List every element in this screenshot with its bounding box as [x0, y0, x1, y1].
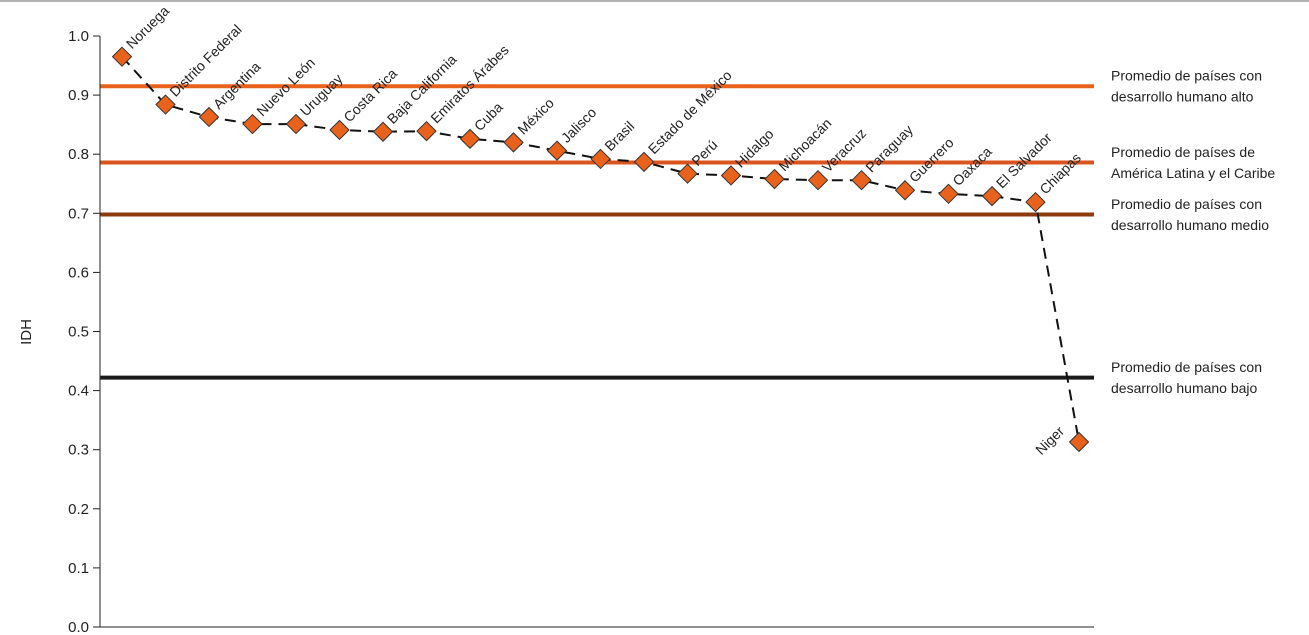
data-point	[503, 132, 524, 153]
reference-line-label: Promedio de países con	[1111, 196, 1262, 212]
reference-line-label: Promedio de países con	[1111, 68, 1262, 84]
data-point	[981, 185, 1003, 207]
reference-line-label: Promedio de países de	[1111, 144, 1255, 160]
data-point	[633, 151, 655, 173]
y-tick-label: 0.8	[68, 146, 89, 163]
data-point	[329, 119, 350, 141]
data-point	[807, 169, 829, 191]
data-point	[459, 128, 481, 150]
reference-line-label: Promedio de países con	[1111, 359, 1262, 375]
data-point	[764, 168, 785, 190]
data-label: Noruega	[123, 2, 172, 51]
y-tick-label: 0.0	[68, 619, 89, 635]
reference-line-label: desarrollo humano medio	[1111, 217, 1269, 233]
data-label: Niger	[1032, 423, 1067, 458]
y-tick-label: 0.5	[68, 324, 89, 341]
data-point	[1068, 431, 1090, 453]
data-label: Estado de México	[645, 67, 735, 157]
y-tick-label: 0.9	[68, 87, 89, 104]
reference-labels: Promedio de países con desarrollo humano …	[1111, 68, 1275, 396]
data-label: Oaxaca	[949, 143, 995, 189]
reference-line-label: desarrollo humano bajo	[1111, 380, 1258, 396]
y-tick-label: 0.1	[68, 560, 89, 577]
data-point	[285, 113, 307, 135]
data-label: Jalisco	[558, 104, 600, 146]
data-label: Paraguay	[862, 122, 916, 176]
axes: 0.0 0.1 0.2 0.3 0.4 0.5 0.6 0.7 0.8 0.9 1.0 IDH	[18, 28, 1094, 635]
data-label: Chiapas	[1036, 150, 1084, 198]
data-point	[546, 140, 568, 161]
y-tick-label: 0.2	[68, 501, 89, 518]
y-tick-label: 1.0	[68, 28, 89, 45]
reference-line-label: América Latina y el Caribe	[1111, 165, 1275, 181]
data-point	[851, 169, 872, 191]
data-point	[242, 113, 263, 135]
data-point	[111, 46, 133, 67]
data-point	[372, 121, 394, 142]
data-point	[894, 180, 916, 201]
data-label: Brasil	[601, 118, 637, 154]
data-point	[198, 106, 220, 128]
y-tick-label: 0.6	[68, 264, 89, 281]
data-point	[416, 120, 437, 142]
y-tick-label: 0.3	[68, 442, 89, 459]
data-label: Cuba	[471, 99, 506, 134]
data-label: México	[514, 95, 557, 138]
y-tick-label: 0.7	[68, 205, 89, 222]
data-point	[590, 148, 611, 170]
data-point	[155, 94, 176, 115]
data-point	[720, 165, 742, 186]
data-point	[1025, 191, 1046, 213]
reference-line-label: desarrollo humano alto	[1111, 89, 1254, 105]
y-tick-label: 0.4	[68, 383, 89, 400]
data-point	[677, 163, 698, 184]
data-point	[938, 183, 959, 205]
y-axis-label: IDH	[18, 319, 35, 345]
